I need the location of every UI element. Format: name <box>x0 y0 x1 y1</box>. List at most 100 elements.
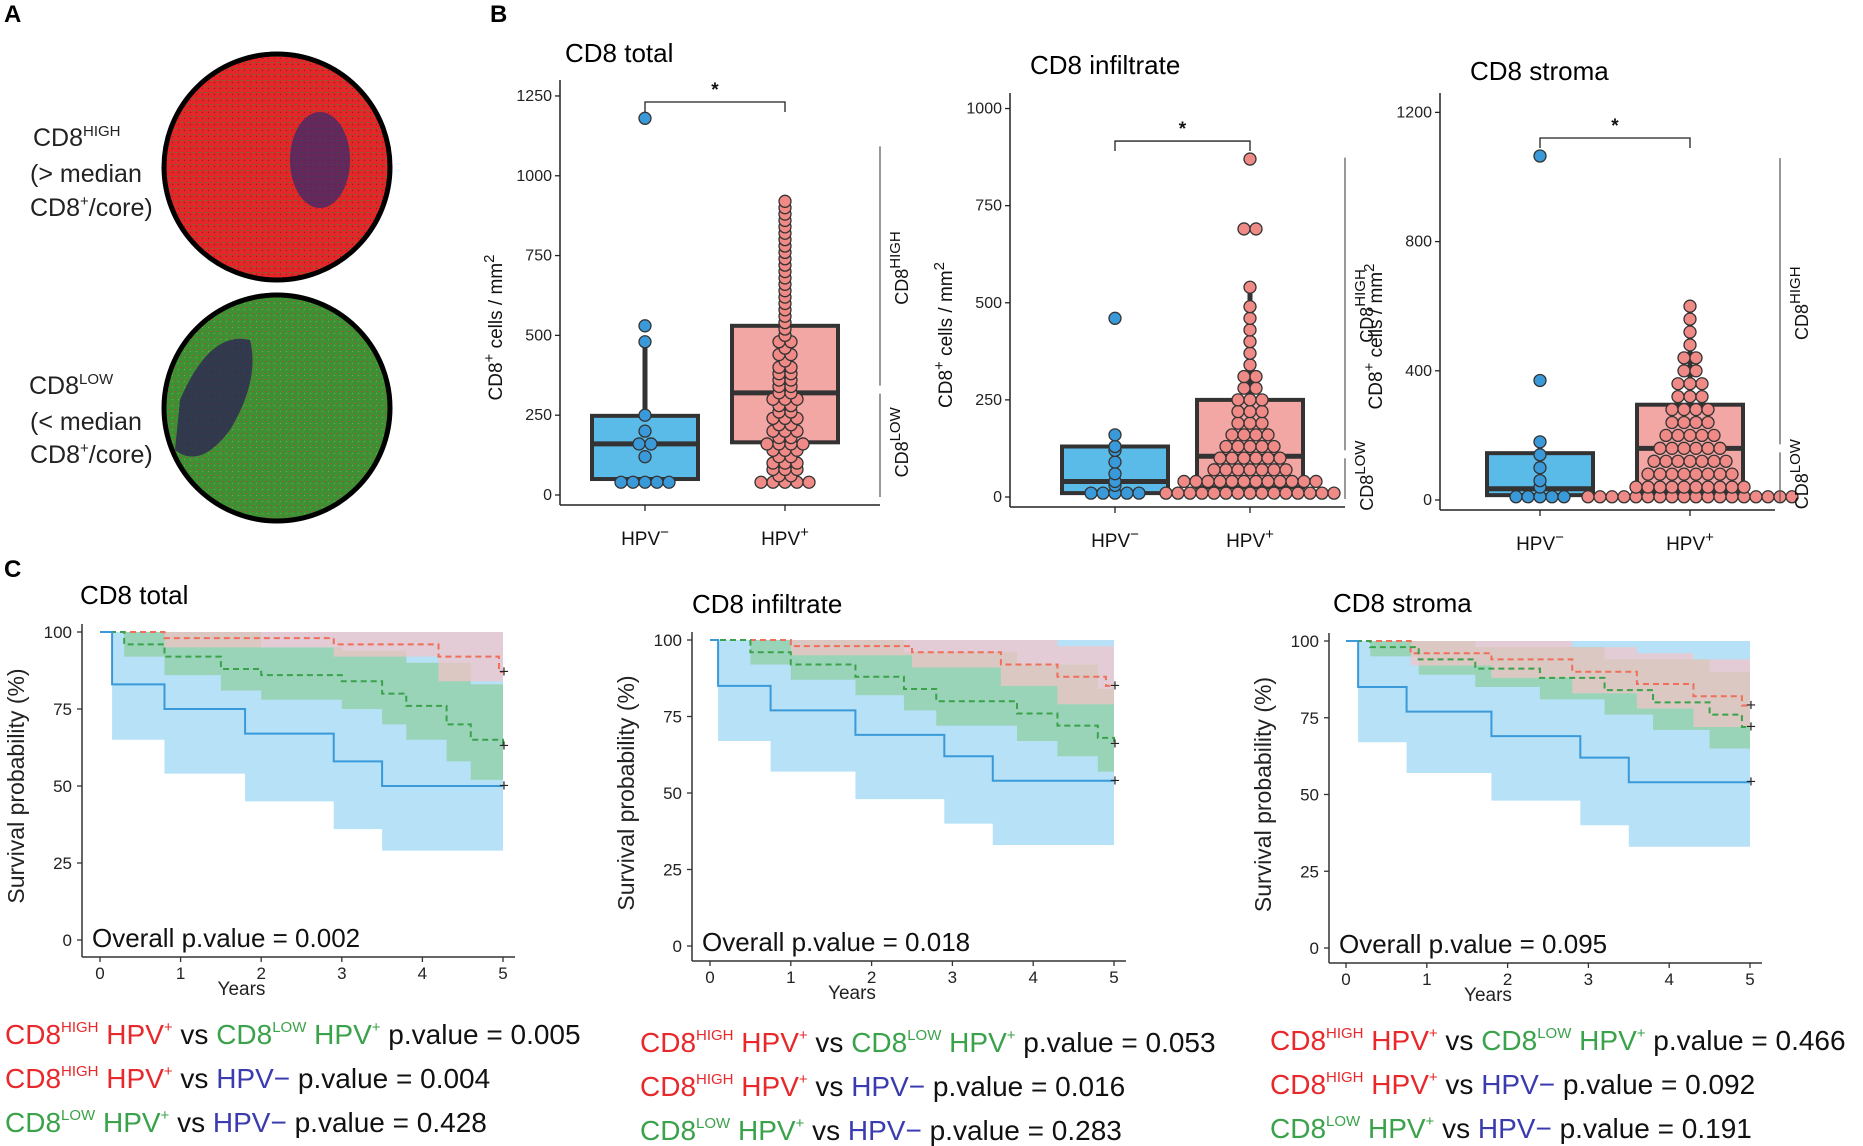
data-point <box>1533 448 1547 462</box>
data-point <box>1701 402 1715 417</box>
data-point <box>1315 486 1329 500</box>
censor-mark: + <box>1110 734 1120 753</box>
km-chart-2: CD8 infiltrate + + +0 25 50 75 100 0 1 2 3 4 5 Years Su… <box>613 589 1216 1146</box>
data-point <box>1689 351 1703 365</box>
x-axis-label: Years <box>1464 985 1512 1006</box>
data-point <box>1707 454 1721 468</box>
data-point <box>1243 416 1257 430</box>
data-point <box>1243 393 1257 407</box>
data-point <box>1084 486 1098 500</box>
data-point <box>1243 323 1257 337</box>
data-point <box>1677 480 1691 494</box>
chart-title: CD8 total <box>565 38 673 68</box>
km-chart-3: CD8 stroma + + +0 25 50 75 100 0 1 2 3 4 5 Years Surviv… <box>1250 588 1846 1144</box>
chart-title: CD8 stroma <box>1470 56 1609 86</box>
survival-curve <box>1346 640 1750 784</box>
cd8-high-side-label: CD8HIGH <box>1352 269 1377 343</box>
y-tick-label: 50 <box>663 784 682 803</box>
data-point <box>1201 474 1215 489</box>
censor-mark: + <box>1746 717 1756 736</box>
censor-mark: + <box>1746 695 1756 714</box>
data-point <box>1273 451 1287 465</box>
x-tick-label: 0 <box>705 968 714 987</box>
data-point <box>1207 463 1221 477</box>
data-point <box>1243 334 1257 349</box>
data-point <box>1683 428 1697 443</box>
data-point <box>1243 152 1257 166</box>
category-label: HPV− <box>1091 526 1139 552</box>
data-point <box>638 335 652 349</box>
panel-letter-c: C <box>4 556 21 583</box>
y-tick-label: 250 <box>525 407 552 424</box>
y-tick-label: 25 <box>1300 862 1319 881</box>
data-point <box>638 475 652 489</box>
confidence-band <box>710 640 1114 720</box>
data-point <box>1629 480 1643 494</box>
data-point <box>1231 486 1245 500</box>
data-point <box>1213 474 1227 489</box>
label-line: CD8LOW <box>29 371 114 400</box>
x-tick-label: 2 <box>256 964 265 983</box>
box-chart-3: CD8 stroma 0 400 800 1200 CD8+ cells / mm2 HPV… <box>1361 56 1812 555</box>
data-point <box>1533 435 1547 449</box>
data-point <box>1249 451 1263 465</box>
data-point <box>632 437 646 451</box>
data-point <box>1653 467 1667 481</box>
censor-mark: + <box>499 662 509 681</box>
label-line: (> median <box>30 160 142 188</box>
y-tick-label: 25 <box>53 854 72 873</box>
data-point <box>1243 311 1257 325</box>
data-point <box>1683 325 1697 339</box>
x-tick-label: 0 <box>95 964 104 983</box>
survival-curve <box>1346 640 1750 707</box>
data-point <box>1659 428 1673 443</box>
data-point <box>1713 480 1727 494</box>
cd8-low-label: CD8LOW (< median CD8+/core) <box>29 371 153 469</box>
data-point <box>1243 300 1257 314</box>
data-point <box>1689 402 1703 417</box>
significance-bracket <box>1539 137 1691 148</box>
data-point <box>1641 467 1655 481</box>
confidence-band <box>100 632 503 700</box>
data-point <box>1695 377 1709 391</box>
data-point <box>1267 486 1281 500</box>
data-point <box>1249 222 1263 236</box>
comparison-line: CD8HIGH HPV+ vs CD8LOW HPV+ p.value = 0.… <box>5 1019 581 1050</box>
data-point <box>760 437 774 451</box>
data-point <box>1237 369 1251 384</box>
data-point <box>1713 467 1727 481</box>
data-point <box>1707 428 1721 443</box>
significance-star: * <box>1611 116 1619 137</box>
data-point <box>1683 299 1697 313</box>
data-point <box>1231 416 1245 430</box>
censor-mark: + <box>1110 676 1120 695</box>
data-point <box>1249 369 1263 384</box>
data-point <box>1108 455 1122 469</box>
data-point <box>1177 474 1191 489</box>
cd8-low-side-label: CD8LOW <box>1352 440 1377 511</box>
x-axis-label: Years <box>828 983 876 1004</box>
data-point <box>1725 480 1739 494</box>
data-point <box>1677 441 1691 455</box>
survival-curve <box>100 631 503 787</box>
data-point <box>1279 463 1293 477</box>
data-point <box>1261 474 1275 489</box>
confidence-band <box>100 632 503 790</box>
core-dark-region <box>290 112 350 208</box>
significance-star: * <box>711 80 719 101</box>
data-point <box>1237 428 1251 442</box>
y-tick-label: 0 <box>63 931 72 950</box>
data-point <box>1255 439 1269 454</box>
data-point <box>1689 441 1703 455</box>
data-point <box>1243 486 1257 500</box>
data-point <box>1689 467 1703 481</box>
data-point <box>1665 402 1679 417</box>
data-point <box>1207 486 1221 500</box>
data-point <box>1273 474 1287 489</box>
x-tick-label: 5 <box>1109 968 1118 987</box>
x-tick-label: 3 <box>948 968 957 987</box>
data-point <box>1581 490 1595 504</box>
panel-letter-a: A <box>4 1 21 28</box>
category-label: HPV+ <box>761 524 809 550</box>
